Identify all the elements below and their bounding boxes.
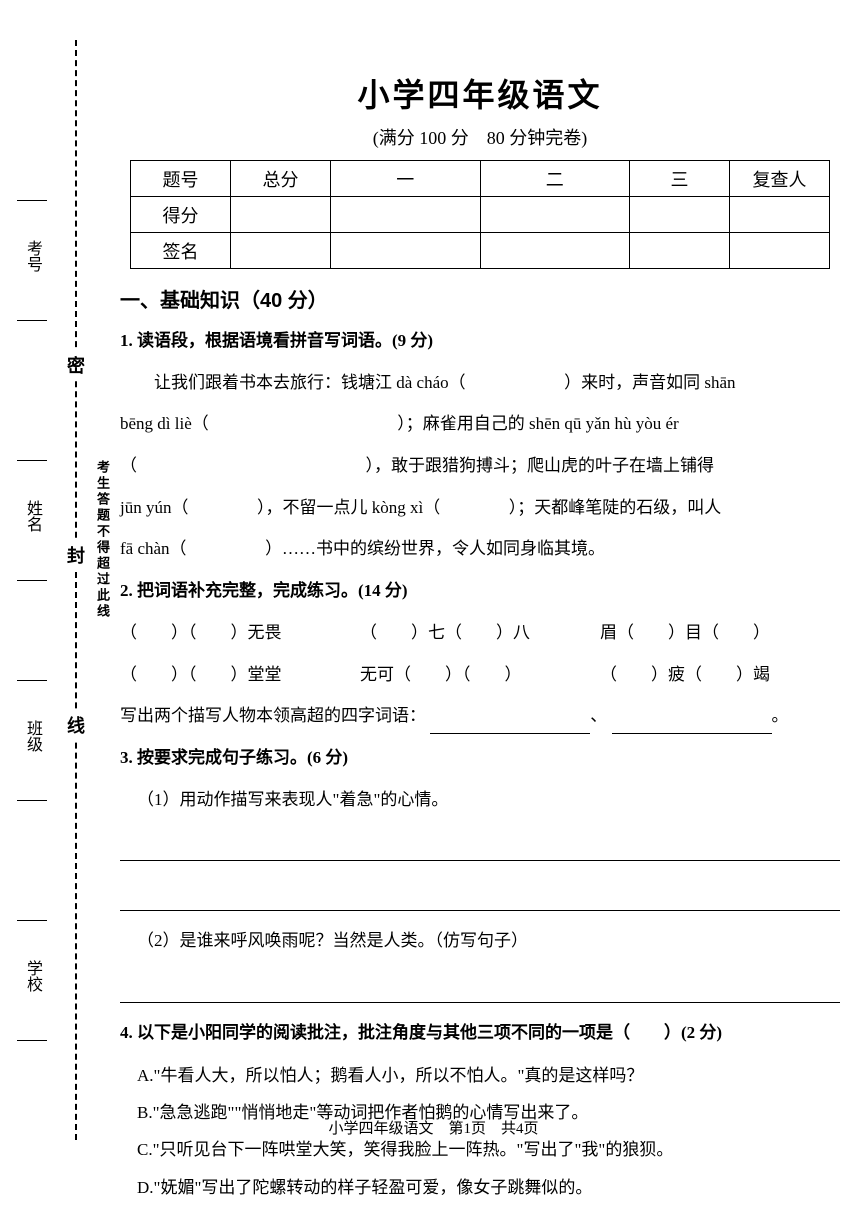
q1-text: ）；天都峰笔陡的石级，叫人 <box>509 498 722 517</box>
q1-text: 让我们跟着书本去旅行：钱塘江 dà cháo（ <box>154 373 466 392</box>
field-line <box>17 320 47 321</box>
field-line <box>17 200 47 201</box>
q2-title: 2. 把词语补充完整，完成练习。(14 分) <box>120 573 840 609</box>
q2-item: （ ）（ ）无畏 <box>120 615 360 651</box>
th-one: 一 <box>331 161 481 197</box>
seal-char-mi: 密 <box>67 350 85 380</box>
q1-text: ）；麻雀用自己的 shēn qū yǎn hù yòu ér <box>397 414 678 433</box>
q1-text: fā chàn（ <box>120 539 187 558</box>
binding-sidebar: 考号 姓名 班级 学校 密 封 线 考生答题不得超过此线 <box>15 40 95 1140</box>
th-total: 总分 <box>231 161 331 197</box>
q1-text: ），不留一点儿 kòng xì（ <box>257 498 440 517</box>
field-line <box>17 460 47 461</box>
q1-text: ）来时，声音如同 shān <box>564 373 735 392</box>
seal-dashed-line <box>75 40 77 1140</box>
q2-item: （ ）（ ）堂堂 <box>120 657 360 693</box>
cell <box>331 197 481 233</box>
answer-line <box>120 873 840 911</box>
name-label: 姓名 <box>20 500 44 532</box>
field-line <box>17 800 47 801</box>
row-sign-label: 签名 <box>131 233 231 269</box>
cell <box>480 233 630 269</box>
table-score-row: 得分 <box>131 197 830 233</box>
q1-text: （ <box>120 456 137 475</box>
field-line <box>17 680 47 681</box>
seal-char-feng: 封 <box>67 540 85 570</box>
cell <box>231 197 331 233</box>
student-info-labels: 考号 姓名 班级 学校 <box>15 40 45 1140</box>
school-label: 学校 <box>20 960 44 992</box>
answer-line <box>120 823 840 861</box>
q2-extra-text: 写出两个描写人物本领高超的四字词语： <box>120 706 426 725</box>
field-line <box>17 580 47 581</box>
answer-line <box>120 965 840 1003</box>
q2-row2: （ ）（ ）堂堂 无可（ ）（ ） （ ）疲（ ）竭 <box>120 657 840 693</box>
q1-line3: （ ），敢于跟猎狗搏斗；爬山虎的叶子在墙上铺得 <box>120 448 840 484</box>
cell <box>730 197 830 233</box>
section-1-title: 一、基础知识（40 分） <box>120 284 840 313</box>
q2-item: 眉（ ）目（ ） <box>600 615 840 651</box>
q2-extra: 写出两个描写人物本领高超的四字词语： 、 。 <box>120 698 840 734</box>
q1-text: ），敢于跟猎狗搏斗；爬山虎的叶子在墙上铺得 <box>366 456 715 475</box>
cell <box>231 233 331 269</box>
table-sign-row: 签名 <box>131 233 830 269</box>
q1-text: jūn yún（ <box>120 498 188 517</box>
th-reviewer: 复查人 <box>730 161 830 197</box>
q1-line1: 让我们跟着书本去旅行：钱塘江 dà cháo（ ）来时，声音如同 shān <box>120 365 840 401</box>
q2-item: （ ）疲（ ）竭 <box>600 657 840 693</box>
q3-title: 3. 按要求完成句子练习。(6 分) <box>120 740 840 776</box>
row-score-label: 得分 <box>131 197 231 233</box>
q1-line5: fā chàn（ ）……书中的缤纷世界，令人如同身临其境。 <box>120 531 840 567</box>
score-table: 题号 总分 一 二 三 复查人 得分 签名 <box>130 160 830 269</box>
q2-item: 无可（ ）（ ） <box>360 657 600 693</box>
q1-line2: bēng dì liè（ ）；麻雀用自己的 shēn qū yǎn hù yòu… <box>120 406 840 442</box>
cell <box>630 197 730 233</box>
cell <box>331 233 481 269</box>
q3-sub2: （2）是谁来呼风唤雨呢？当然是人类。（仿写句子） <box>120 923 840 959</box>
seal-warning-text: 考生答题不得超过此线 <box>93 460 112 620</box>
q2-item: （ ）七（ ）八 <box>360 615 600 651</box>
th-number: 题号 <box>131 161 231 197</box>
exam-title: 小学四年级语文 <box>120 70 840 116</box>
q4-title: 4. 以下是小阳同学的阅读批注，批注角度与其他三项不同的一项是（ ）(2 分) <box>120 1015 840 1051</box>
cell <box>630 233 730 269</box>
q1-title: 1. 读语段，根据语境看拼音写词语。(9 分) <box>120 323 840 359</box>
table-header-row: 题号 总分 一 二 三 复查人 <box>131 161 830 197</box>
cell <box>480 197 630 233</box>
th-three: 三 <box>630 161 730 197</box>
q2-row1: （ ）（ ）无畏 （ ）七（ ）八 眉（ ）目（ ） <box>120 615 840 651</box>
q1-text: ）……书中的缤纷世界，令人如同身临其境。 <box>265 539 605 558</box>
field-line <box>17 1040 47 1041</box>
seal-char-xian: 线 <box>67 710 85 740</box>
option-a: A."牛看人大，所以怕人；鹅看人小，所以不怕人。"真的是这样吗？ <box>137 1057 840 1094</box>
cell <box>730 233 830 269</box>
q1-line4: jūn yún（ ），不留一点儿 kòng xì（ ）；天都峰笔陡的石级，叫人 <box>120 490 840 526</box>
q3-sub1: （1）用动作描写来表现人"着急"的心情。 <box>120 782 840 818</box>
page-footer: 小学四年级语文 第1页 共4页 <box>0 1117 867 1138</box>
exam-subtitle: (满分 100 分 80 分钟完卷) <box>120 124 840 150</box>
th-two: 二 <box>480 161 630 197</box>
q1-text: bēng dì liè（ <box>120 414 209 433</box>
main-content: 小学四年级语文 (满分 100 分 80 分钟完卷) 题号 总分 一 二 三 复… <box>120 70 840 1206</box>
option-d: D."妩媚"写出了陀螺转动的样子轻盈可爱，像女子跳舞似的。 <box>137 1169 840 1206</box>
exam-id-label: 考号 <box>20 240 44 272</box>
class-label: 班级 <box>20 720 44 752</box>
field-line <box>17 920 47 921</box>
